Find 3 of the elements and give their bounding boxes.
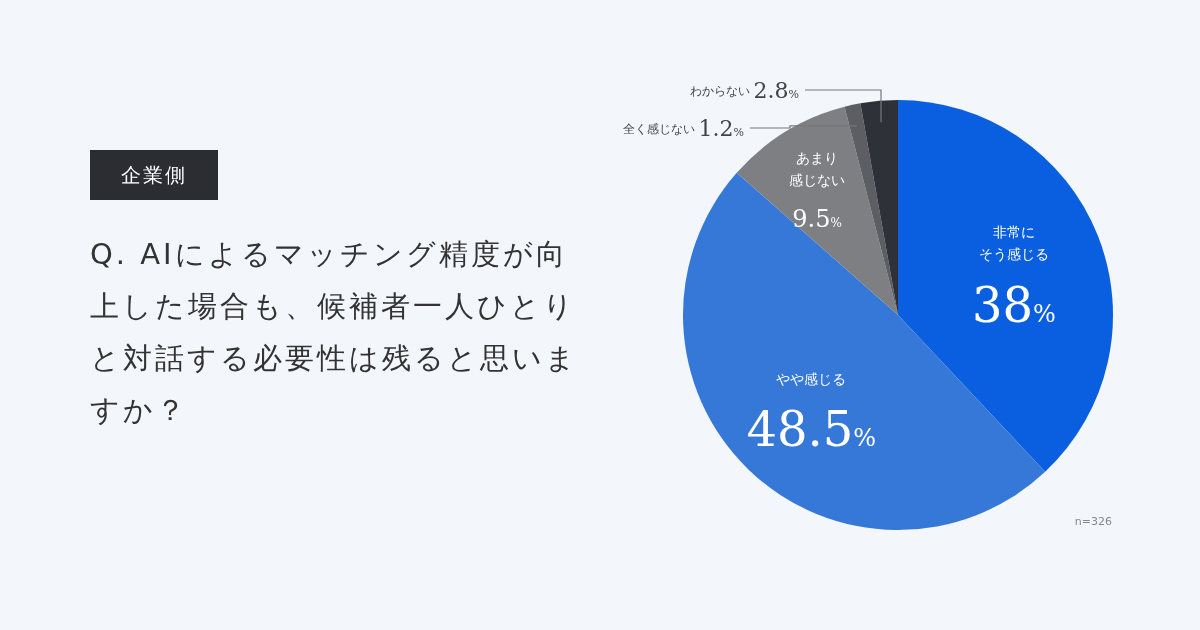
text: 企業側 bbox=[90, 150, 218, 200]
text: n=326 bbox=[1074, 515, 1112, 528]
text: Q. AIによるマッチング精度が向上した場合も、候補者一人ひとりと対話する必要性は残ると思いますか？ bbox=[90, 236, 579, 429]
